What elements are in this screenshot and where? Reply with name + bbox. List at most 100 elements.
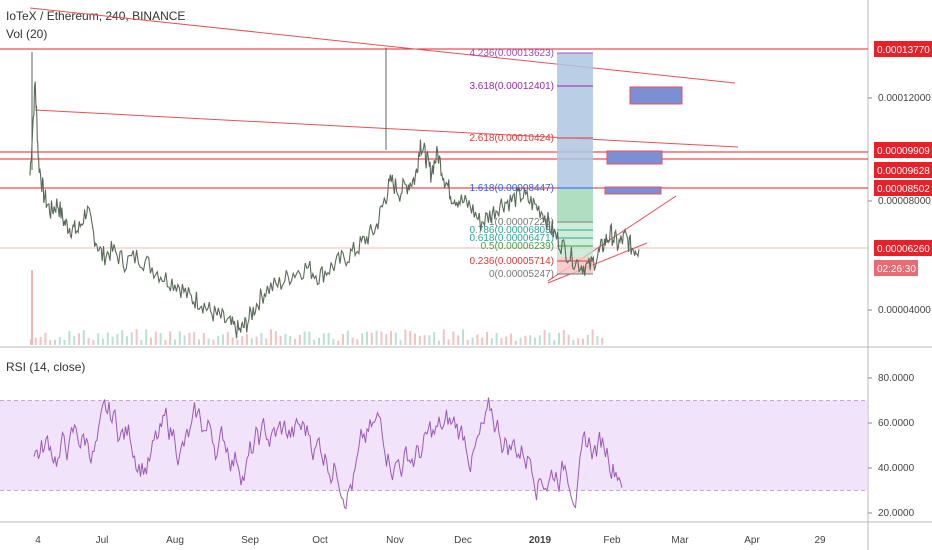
volume-bar [447,339,450,345]
volume-bar [370,332,373,345]
volume-bar [298,334,301,345]
volume-bar [140,339,143,345]
rsi-tick-label: 20.0000 [878,508,915,519]
price-tag-label: 0.00006260 [877,244,930,255]
volume-bar [538,335,541,345]
volume-bar [486,331,488,345]
volume-bar [591,329,594,345]
volume-label: Vol (20) [6,27,48,41]
volume-bar [150,337,152,345]
rsi-tick-label: 60.0000 [878,418,915,429]
axes: 4 Jul Aug Sep Oct Nov Dec 2019 Feb Mar Apr 29 0.0000… [35,93,931,546]
volume-bar [452,331,455,345]
price-tag [874,162,932,178]
price-tags: 0.00013770 0.00009909 0.00009628 0.00008502… [874,41,932,276]
volume-bar [562,330,565,345]
volume-bar [178,331,181,345]
price-tag-label: 0.00008502 [877,184,930,195]
fib-level-label: 2.618(0.00010424) [469,133,554,144]
x-tick-label: Nov [386,535,404,546]
volume-bar [553,340,556,345]
volume-bar [82,330,85,345]
volume-bar [121,330,124,345]
volume-bar [418,335,421,345]
rsi-band [0,400,868,491]
volume-bar [428,335,431,345]
volume-bar [188,332,191,345]
volume-bar [342,334,344,345]
price-tag [874,260,918,276]
target-box [629,86,683,105]
volume-bars [30,270,604,345]
x-tick-label: Apr [744,535,760,546]
x-tick-label: 29 [814,535,826,546]
price-tag-label: 0.00009909 [877,146,930,157]
volume-bar [169,331,172,345]
volume-bar [351,337,354,345]
volume-bar [78,333,80,345]
volume-bar [380,331,383,345]
volume-bar [270,329,272,345]
volume-bar [111,336,114,345]
volume-bar [601,338,604,345]
volume-bar [414,333,416,345]
volume-bar [366,331,368,345]
volume-bar [303,331,306,345]
x-tick-label: 2019 [529,535,552,546]
x-tick-label: Sep [241,535,259,546]
volume-bar [279,335,282,345]
volume-bar [500,338,503,345]
volume-bar [73,336,76,345]
volume-bar [577,338,580,345]
volume-bar [318,337,320,345]
rsi-tick-label: 40.0000 [878,463,915,474]
price-tag-label: 0.00013770 [877,45,930,56]
volume-bar [385,334,388,345]
volume-bar [255,336,258,345]
volume-bar [567,334,570,345]
volume-bar [31,270,33,345]
volume-bar [284,334,287,345]
volume-bar [54,339,56,345]
volume-bar [558,332,560,345]
fib-level-label: 0.618(0.00006471) [469,233,554,244]
volume-bar [519,337,522,345]
fib-level-label: 3.618(0.00012401) [469,81,554,92]
fib-zone [557,53,593,188]
volume-bar [174,339,176,345]
price-series [29,48,640,339]
price-tag-label: 02:26:30 [877,264,916,275]
price-tick-label: 0.00012000 [878,93,931,104]
rsi-tick-label: 80.0000 [878,373,915,384]
x-tick-label: Dec [454,535,472,546]
price-tag-label: 0.00009628 [877,166,930,177]
fib-zone [557,188,593,221]
rsi-line [33,397,623,510]
volume-bar [236,339,239,345]
volume-bar [126,336,128,345]
volume-bar [394,332,397,345]
x-tick-label: Mar [671,535,689,546]
x-tick-label: Oct [312,535,328,546]
volume-bar [313,339,316,345]
volume-bar [116,334,119,345]
volume-bar [274,331,277,345]
fib-level-label: 4.236(0.00013623) [469,48,554,59]
volume-bar [356,339,359,345]
volume-bar [582,338,584,345]
volume-bar [217,335,220,345]
price-tag [874,41,932,57]
volume-bar [308,331,311,345]
fib-level-label: 1(0.00007226) [489,217,554,228]
volume-bar [226,331,229,345]
volume-bar [390,330,392,345]
volume-bar [97,333,100,345]
fib-level-label: 0(0.00005247) [489,269,554,280]
volume-bar [586,334,589,345]
rsi-label: RSI (14, close) [6,360,86,374]
volume-bar [202,332,205,345]
price-tag [874,240,932,256]
volume-bar [423,335,426,345]
fibonacci-extension: 4.236(0.00013623) 3.618(0.00012401) 2.618(… [469,48,593,280]
